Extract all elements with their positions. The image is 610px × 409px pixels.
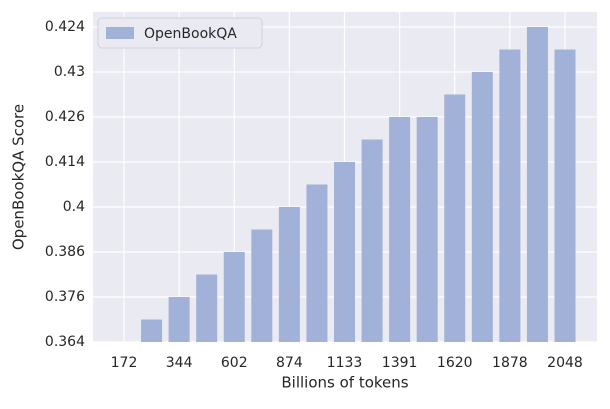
- y-tick-label: 0.414: [45, 154, 85, 170]
- bar: [444, 94, 466, 342]
- y-tick-label: 0.376: [45, 289, 85, 305]
- bar: [168, 297, 190, 342]
- bar: [389, 117, 411, 342]
- y-tick-label: 0.4: [63, 199, 85, 215]
- bar: [334, 162, 355, 342]
- bar: [361, 139, 383, 342]
- bar: [499, 49, 521, 342]
- bar: [416, 117, 438, 342]
- y-axis-label: OpenBookQA Score: [10, 104, 28, 250]
- bar: [196, 274, 218, 342]
- x-tick-label: 1391: [382, 355, 418, 371]
- x-tick-label: 172: [111, 355, 138, 371]
- y-tick-label: 0.426: [45, 109, 85, 125]
- y-tick-label: 0.386: [45, 244, 85, 260]
- x-axis-label: Billions of tokens: [281, 374, 408, 392]
- y-tick-label: 0.364: [45, 334, 85, 350]
- x-tick-label: 1133: [327, 355, 363, 371]
- legend-box: [97, 17, 263, 49]
- bar: [554, 49, 576, 342]
- bar: [223, 252, 245, 342]
- x-tick-label: 1878: [492, 355, 528, 371]
- bar: [141, 319, 163, 342]
- y-tick-label: 0.43: [54, 64, 85, 80]
- y-tick-label: 0.424: [45, 19, 85, 35]
- legend-swatch: [106, 27, 134, 39]
- bar: [251, 229, 273, 342]
- bar: [471, 72, 493, 342]
- x-tick-label: 602: [221, 355, 248, 371]
- x-tick-label: 874: [276, 355, 303, 371]
- x-tick-label: 2048: [547, 355, 583, 371]
- x-tick-label: 1620: [437, 355, 473, 371]
- x-tick-label: 344: [166, 355, 193, 371]
- bar: [278, 207, 300, 342]
- bar: [306, 184, 328, 342]
- legend-label: OpenBookQA: [144, 26, 237, 42]
- bar: [526, 27, 548, 342]
